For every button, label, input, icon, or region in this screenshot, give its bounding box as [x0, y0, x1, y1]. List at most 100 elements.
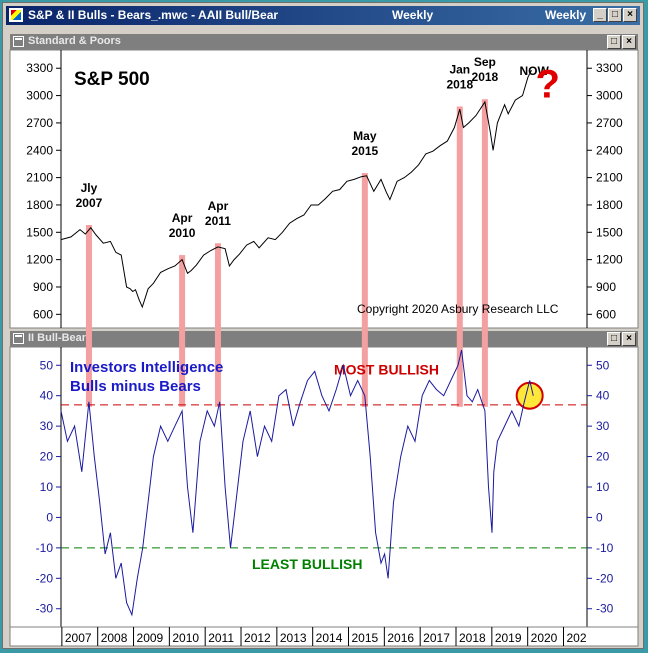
y-tick-label: 20 — [40, 450, 54, 464]
annotation-line2: 2018 — [472, 70, 499, 84]
annotation-line2: 2011 — [205, 214, 231, 228]
x-tick-label: 2015 — [352, 631, 379, 645]
y-tick-label: 40 — [40, 389, 54, 403]
timeframe-label: Weekly — [392, 8, 434, 22]
y-tick-label: 2400 — [596, 143, 623, 157]
ii-bull-bear-series-line — [60, 349, 534, 617]
pane-title-label: II Bull-Bear — [28, 332, 87, 344]
most-bullish-label: MOST BULLISH — [334, 361, 439, 377]
x-tick-label: 2012 — [244, 631, 271, 645]
pane-maximize-icon[interactable]: □ — [607, 35, 621, 49]
ii-chart-title: Investors Intelligence — [70, 359, 223, 376]
y-tick-label: 0 — [46, 510, 53, 524]
highlight-band — [214, 243, 221, 407]
ii-y-ticks: -30 -30 -20 -20 -10 -10 0 0 10 10 20 20 30 30 40 40 50 50 — [36, 358, 614, 615]
y-tick-label: 2700 — [596, 116, 623, 130]
highlight-band — [481, 99, 488, 407]
least-bullish-label: LEAST BULLISH — [252, 556, 362, 572]
pane-title-ii[interactable]: II Bull-Bear □ × — [10, 331, 638, 347]
y-tick-label: 30 — [40, 419, 54, 433]
y-tick-label: 50 — [40, 358, 54, 372]
sp-y-ticks: 600 600 900 900 1200 1200 1500 1500 1800 1800 2100… — [26, 61, 623, 321]
x-tick-label: 2018 — [459, 631, 486, 645]
x-tick-label: 2019 — [495, 631, 522, 645]
annotation-line2: 2018 — [446, 78, 473, 92]
y-tick-label: 0 — [596, 510, 603, 524]
sp-500-series-line — [60, 69, 532, 309]
y-tick-label: 10 — [40, 480, 54, 494]
y-tick-label: 30 — [596, 419, 610, 433]
pane-icon — [13, 333, 24, 344]
y-tick-label: 2400 — [26, 143, 53, 157]
y-tick-label: 900 — [596, 280, 616, 294]
annotation-line1: Jan — [449, 63, 470, 77]
x-tick-label: 2014 — [316, 631, 343, 645]
highlight-band — [179, 255, 186, 407]
y-tick-label: 3300 — [26, 61, 53, 75]
y-tick-label: 1500 — [26, 225, 53, 239]
y-tick-label: 1500 — [596, 225, 623, 239]
window-title: S&P & II Bulls - Bears_.mwc - AAII Bull/… — [28, 8, 279, 22]
annotation-line1: Jly — [81, 181, 98, 195]
current-reading-circle — [515, 381, 544, 410]
x-tick-label: 2009 — [137, 631, 164, 645]
y-tick-label: 900 — [33, 280, 53, 294]
y-tick-label: 1200 — [26, 253, 53, 267]
y-tick-label: 2700 — [26, 116, 53, 130]
y-tick-label: 1200 — [596, 253, 623, 267]
y-tick-label: 3000 — [596, 89, 623, 103]
sp-chart-title: S&P 500 — [74, 69, 150, 90]
x-tick-label: 2016 — [387, 631, 414, 645]
pane-close-icon[interactable]: × — [622, 35, 636, 49]
y-tick-label: 600 — [33, 307, 53, 321]
minimize-icon[interactable]: _ — [593, 8, 607, 22]
y-tick-label: 10 — [596, 480, 610, 494]
maximize-icon[interactable]: □ — [608, 8, 622, 22]
y-tick-label: 20 — [596, 450, 610, 464]
annotation-line2: 2007 — [76, 196, 103, 210]
y-tick-label: -20 — [36, 571, 54, 585]
close-icon[interactable]: × — [623, 8, 637, 22]
question-mark: ? — [535, 62, 559, 106]
y-tick-label: 3300 — [596, 61, 623, 75]
timeframe-label-right: Weekly — [545, 8, 587, 22]
y-tick-label: -30 — [36, 602, 54, 616]
copyright-text: Copyright 2020 Asbury Research LLC — [357, 302, 559, 316]
pane-close-icon[interactable]: × — [622, 332, 636, 346]
y-tick-label: -10 — [596, 541, 614, 555]
y-tick-label: -30 — [596, 602, 614, 616]
highlight-band — [361, 173, 368, 407]
x-tick-label: 2010 — [172, 631, 199, 645]
sp-annotations: Jly2007Apr2010Apr2011May2015Jan2018Sep20… — [76, 55, 499, 240]
y-tick-label: -10 — [36, 541, 54, 555]
y-tick-label: 600 — [596, 307, 616, 321]
date-ticks: 2007 2008 2009 2010 2011 2012 2013 2014 2015 2016… — [61, 627, 587, 646]
x-tick-label: 2017 — [423, 631, 450, 645]
now-label: NOW — [519, 64, 549, 78]
annotation-line2: 2010 — [169, 226, 196, 240]
y-tick-label: 2100 — [26, 171, 53, 185]
annotation-line1: Sep — [474, 55, 496, 69]
pane-title-label: Standard & Poors — [28, 35, 121, 47]
x-tick-label: 2007 — [65, 631, 92, 645]
y-tick-label: 40 — [596, 389, 610, 403]
window-titlebar[interactable]: S&P & II Bulls - Bears_.mwc - AAII Bull/… — [6, 6, 640, 25]
y-tick-label: 1800 — [596, 198, 623, 212]
date-axis-bar — [9, 626, 639, 647]
x-tick-label: 2008 — [101, 631, 128, 645]
y-tick-label: -20 — [596, 571, 614, 585]
highlight-band — [456, 106, 463, 407]
y-tick-label: 1800 — [26, 198, 53, 212]
annotation-line2: 2015 — [351, 144, 378, 158]
chart-app-icon — [9, 8, 23, 22]
highlight-band — [85, 225, 92, 407]
pane-icon — [13, 36, 24, 47]
chart-canvas: 600 600 900 900 1200 1200 1500 1500 1800 1800 2100… — [9, 49, 639, 647]
x-tick-label: 2020 — [531, 631, 558, 645]
ii-chart-subtitle: Bulls minus Bears — [70, 378, 201, 395]
pane-title-sp[interactable]: Standard & Poors □ × — [10, 34, 638, 50]
x-tick-label: 2013 — [280, 631, 307, 645]
x-tick-label: 2011 — [208, 631, 234, 645]
pane-maximize-icon[interactable]: □ — [607, 332, 621, 346]
